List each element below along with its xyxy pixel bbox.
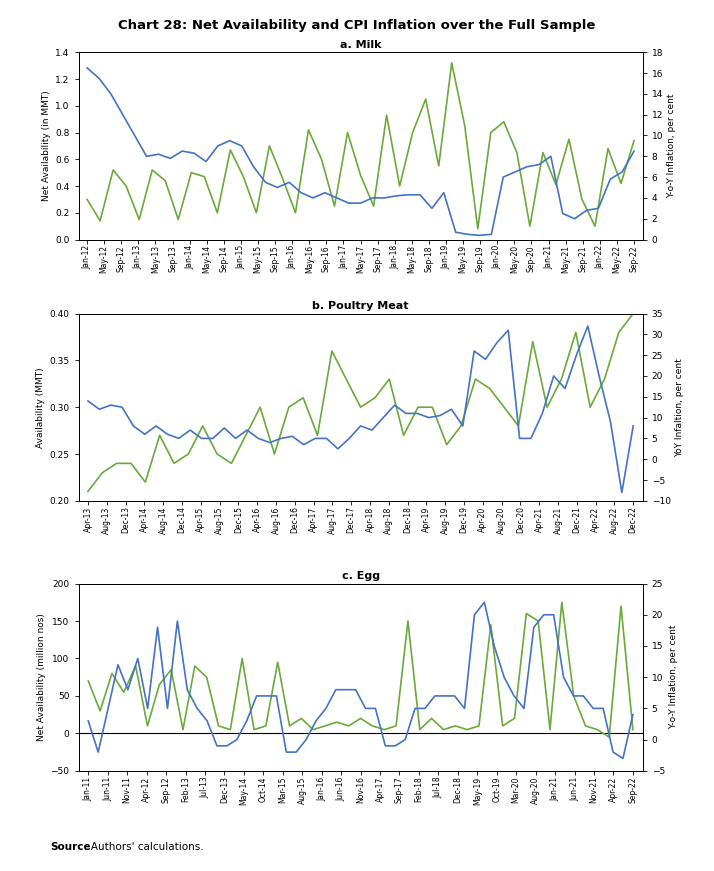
Y-axis label: Y-o-Y Inflation, per cent: Y-o-Y Inflation, per cent — [669, 625, 678, 729]
Y-axis label: Net Availability (million nos): Net Availability (million nos) — [37, 613, 46, 741]
Title: a. Milk: a. Milk — [340, 40, 381, 51]
Text: Chart 28: Net Availability and CPI Inflation over the Full Sample: Chart 28: Net Availability and CPI Infla… — [119, 19, 595, 32]
Legend: Availability(MMT), Poultry Meat Y-o-Y Inflation: Availability(MMT), Poultry Meat Y-o-Y In… — [214, 609, 507, 626]
Y-axis label: Y-o-Y Inflation, per cent: Y-o-Y Inflation, per cent — [668, 94, 676, 198]
Y-axis label: Net Availability (in MMT): Net Availability (in MMT) — [42, 91, 51, 201]
Y-axis label: YoY Infaltion, per cent: YoY Infaltion, per cent — [675, 358, 684, 456]
Text: : Authors' calculations.: : Authors' calculations. — [84, 842, 204, 852]
Y-axis label: Availability (MMT): Availability (MMT) — [36, 367, 45, 448]
Text: Source: Source — [50, 842, 91, 852]
Title: b. Poultry Meat: b. Poultry Meat — [312, 301, 409, 312]
Title: c. Egg: c. Egg — [341, 571, 380, 582]
Legend: Net Availability, Milk Y-o-Y Inflation: Net Availability, Milk Y-o-Y Inflation — [241, 348, 481, 365]
